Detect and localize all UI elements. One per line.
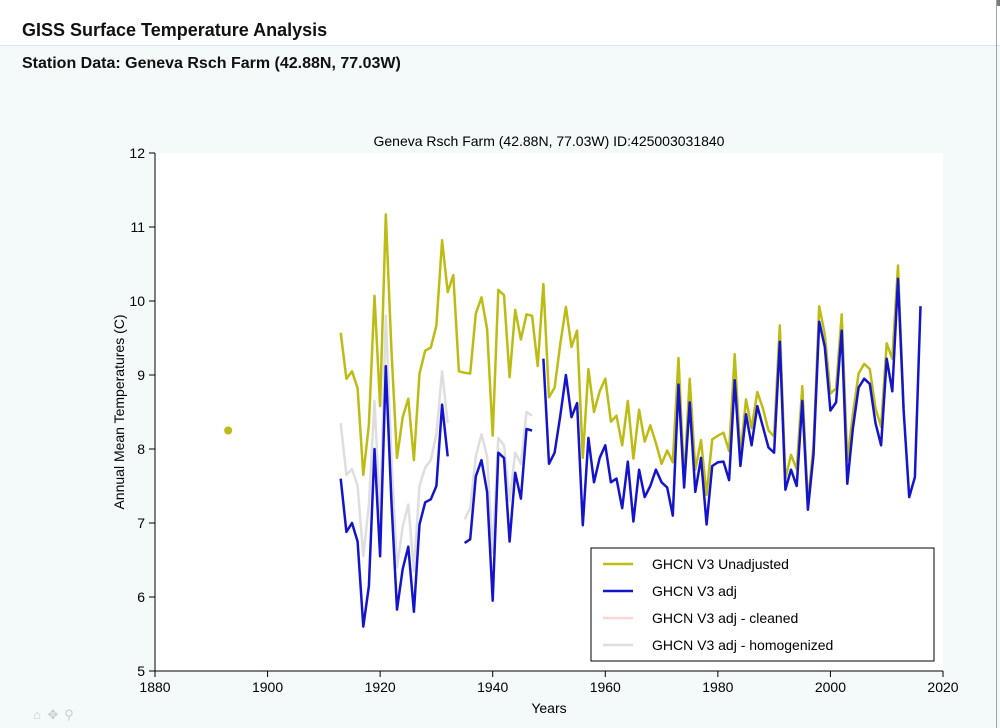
x-tick-label: 2020 [927, 679, 958, 695]
y-axis-label: Annual Mean Temperatures (C) [111, 314, 127, 509]
window-corner [997, 0, 1000, 6]
series-line [339, 314, 449, 573]
series-line [339, 364, 449, 628]
x-tick-label: 1980 [702, 679, 733, 695]
page-header: GISS Surface Temperature Analysis [0, 0, 1000, 46]
chart-navigation-toolbar: ⌂ ✥ ⚲ [30, 708, 76, 726]
y-tick-label: 6 [137, 589, 145, 605]
pan-icon[interactable]: ✥ [47, 707, 59, 722]
y-tick-label: 9 [137, 367, 145, 383]
legend-label: GHCN V3 adj - cleaned [652, 610, 798, 626]
station-heading: Station Data: Geneva Rsch Farm (42.88N, … [22, 55, 401, 72]
series-point [224, 426, 233, 435]
window-border [996, 0, 997, 728]
x-tick-label: 1880 [139, 679, 170, 695]
x-tick-label: 1960 [590, 679, 621, 695]
x-tick-label: 1920 [365, 679, 396, 695]
legend-box [590, 547, 935, 662]
y-tick-label: 8 [137, 441, 145, 457]
legend-label: GHCN V3 adj [652, 583, 737, 599]
home-icon[interactable]: ⌂ [33, 707, 41, 722]
x-tick-label: 2000 [815, 679, 846, 695]
series-line [463, 410, 533, 554]
y-tick-label: 10 [129, 293, 145, 309]
chart-title: Geneva Rsch Farm (42.88N, 77.03W) ID:425… [374, 133, 725, 149]
series-line [542, 277, 922, 527]
legend-label: GHCN V3 adj - homogenized [652, 637, 833, 653]
x-tick-label: 1900 [252, 679, 283, 695]
x-axis-label: Years [531, 700, 566, 716]
y-tick-label: 7 [137, 515, 145, 531]
y-tick-label: 11 [130, 219, 145, 235]
series-line [463, 427, 533, 602]
legend-label: GHCN V3 Unadjusted [652, 556, 789, 572]
x-tick-label: 1940 [477, 679, 508, 695]
page-title: GISS Surface Temperature Analysis [22, 20, 328, 40]
zoom-icon[interactable]: ⚲ [64, 707, 74, 722]
y-tick-label: 5 [137, 663, 145, 679]
y-tick-label: 12 [129, 145, 145, 161]
